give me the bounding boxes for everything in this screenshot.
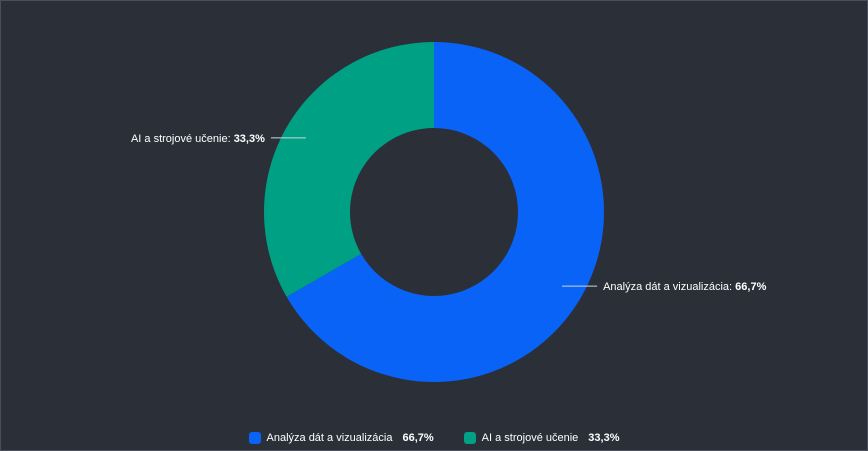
chart-legend: Analýza dát a vizualizácia 66,7% AI a st… (0, 430, 868, 446)
legend-label-ai: AI a strojové učenie (481, 432, 579, 444)
slice-1[interactable] (263, 42, 434, 297)
legend-swatch-analyza (248, 432, 261, 444)
legend-value-ai: 33,3% (588, 432, 620, 444)
data-label-0: Analýza dát a vizualizácia: 66,7% (603, 281, 766, 293)
legend-value-analyza: 66,7% (402, 432, 434, 444)
legend-label-analyza: Analýza dát a vizualizácia (266, 432, 393, 444)
legend-item-ai[interactable]: AI a strojové učenie 33,3% (463, 430, 620, 446)
slice-0[interactable] (286, 42, 604, 383)
data-label-1: AI a strojové učenie: 33,3% (131, 133, 265, 145)
legend-swatch-ai (463, 432, 476, 444)
legend-item-analyza[interactable]: Analýza dát a vizualizácia 66,7% (248, 430, 434, 446)
